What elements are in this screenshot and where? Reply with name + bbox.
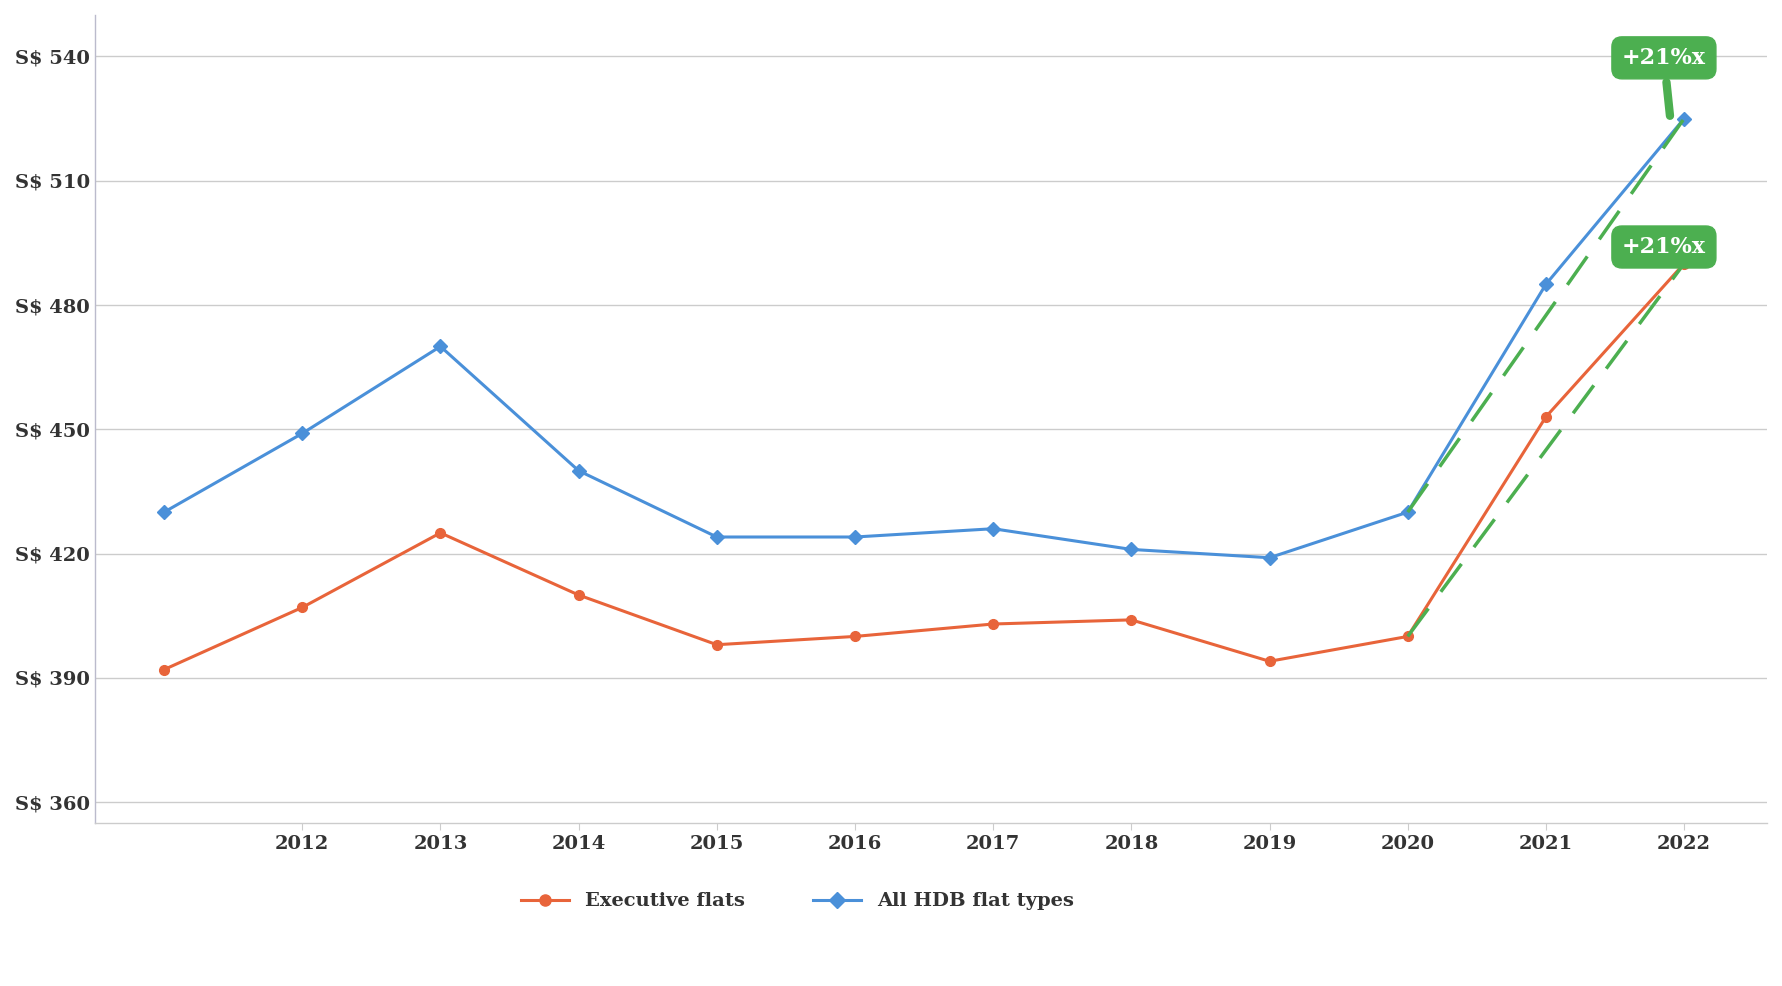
Text: +21%x: +21%x [1622,236,1705,261]
Legend: Executive flats, All HDB flat types: Executive flats, All HDB flat types [513,884,1082,918]
Text: +21%x: +21%x [1622,47,1705,115]
